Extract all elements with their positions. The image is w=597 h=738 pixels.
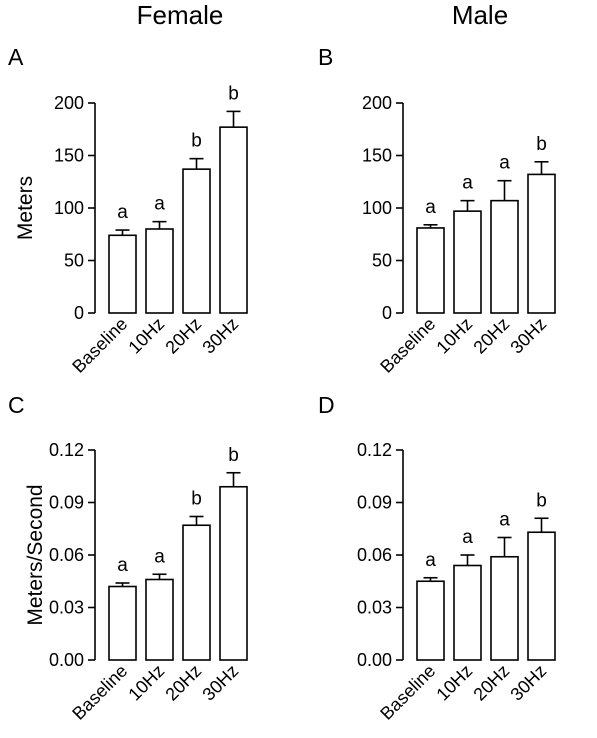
y-tick-label: 150 (362, 146, 392, 166)
y-tick-label: 200 (54, 93, 84, 113)
panels: A Meters 0 50 100 150 200 a Baseline a 10Hz b 20Hz b 3… (8, 44, 556, 724)
significance-label: a (117, 555, 128, 576)
panel-letter: D (318, 392, 335, 418)
panel-c: C Meters/Second 0.00 0.03 0.06 0.09 0.12 a Basel… (8, 392, 248, 724)
y-tick-label: 200 (362, 93, 392, 113)
panel-a: A Meters 0 50 100 150 200 a Baseline a 10Hz b 20Hz b 3… (8, 44, 248, 377)
bar (453, 210, 482, 314)
category-label: 10Hz (432, 314, 476, 358)
significance-label: b (536, 134, 547, 155)
y-tick-label: 0.03 (49, 598, 84, 618)
significance-label: a (425, 550, 436, 571)
y-axis-label: Meters (14, 176, 37, 240)
category-label: Baseline (68, 314, 131, 377)
panel-letter: A (8, 44, 24, 70)
y-tick-label: 0.00 (49, 650, 84, 670)
y-tick-label: 0.09 (49, 493, 84, 513)
y-tick-label: 150 (54, 146, 84, 166)
y-tick-label: 0.03 (357, 598, 392, 618)
bar (219, 126, 248, 314)
bar (108, 234, 137, 314)
y-tick-label: 0.00 (357, 650, 392, 670)
bar (490, 199, 519, 314)
category-label: 30Hz (198, 661, 242, 705)
category-label: 20Hz (469, 661, 513, 705)
category-label: Baseline (68, 661, 131, 724)
bar (108, 585, 137, 661)
bar (182, 168, 211, 314)
significance-label: b (191, 489, 202, 510)
y-tick-label: 0.06 (357, 545, 392, 565)
category-label: 30Hz (506, 661, 550, 705)
y-tick-label: 0.09 (357, 493, 392, 513)
category-label: Baseline (376, 314, 439, 377)
y-tick-label: 50 (64, 251, 84, 271)
bar (453, 564, 482, 661)
category-label: 10Hz (432, 661, 476, 705)
bar (145, 578, 174, 661)
panel-letter: C (8, 392, 25, 418)
category-label: 20Hz (161, 661, 205, 705)
y-tick-label: 50 (372, 251, 392, 271)
y-tick-label: 0 (382, 303, 392, 323)
category-label: 30Hz (198, 314, 242, 358)
column-title-female: Female (137, 0, 224, 30)
panel-b: B 0 50 100 150 200 a Baseline a 10Hz a 20Hz b 30Hz (318, 44, 556, 377)
bar (416, 580, 445, 661)
category-label: 30Hz (506, 314, 550, 358)
bar (527, 173, 556, 314)
y-tick-label: 100 (362, 198, 392, 218)
y-tick-label: 0.12 (49, 440, 84, 460)
significance-label: a (462, 527, 473, 548)
significance-label: b (228, 83, 239, 104)
panel-d: D 0.00 0.03 0.06 0.09 0.12 a Baseline a 10Hz a 20Hz… (318, 392, 556, 724)
significance-label: a (117, 202, 128, 223)
bar (416, 227, 445, 314)
significance-label: a (154, 194, 165, 215)
bar (490, 555, 519, 661)
y-tick-label: 0 (74, 303, 84, 323)
y-tick-label: 100 (54, 198, 84, 218)
y-tick-label: 0.12 (357, 440, 392, 460)
category-label: 20Hz (161, 314, 205, 358)
category-label: 10Hz (124, 314, 168, 358)
category-label: Baseline (376, 661, 439, 724)
significance-label: b (536, 490, 547, 511)
column-title-male: Male (452, 0, 508, 30)
bar (219, 485, 248, 661)
significance-label: b (191, 131, 202, 152)
panel-letter: B (318, 44, 333, 70)
significance-label: a (499, 153, 510, 174)
bar (182, 524, 211, 661)
significance-label: b (228, 445, 239, 466)
category-label: 10Hz (124, 661, 168, 705)
significance-label: a (499, 510, 510, 531)
bar (145, 228, 174, 314)
y-axis-label: Meters/Second (24, 484, 47, 625)
category-label: 20Hz (469, 314, 513, 358)
significance-label: a (154, 546, 165, 567)
y-tick-label: 0.06 (49, 545, 84, 565)
significance-label: a (462, 173, 473, 194)
bar (527, 531, 556, 661)
significance-label: a (425, 197, 436, 218)
